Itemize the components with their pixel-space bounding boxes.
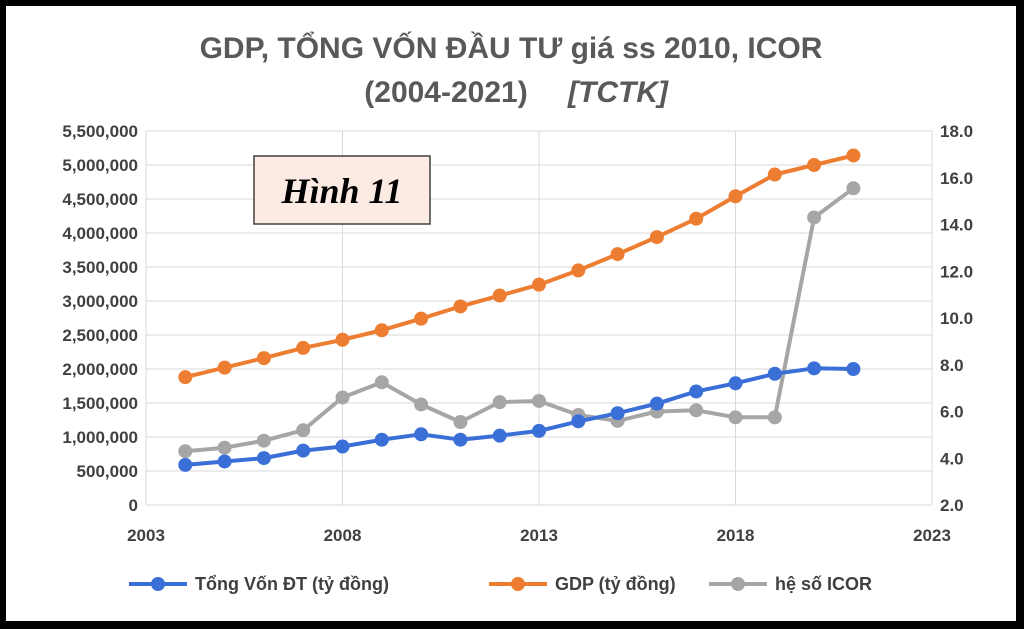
data-point — [728, 410, 743, 425]
chart-title-source: [TCTK] — [567, 76, 669, 109]
data-point — [335, 332, 350, 347]
data-point — [335, 439, 350, 454]
right-axis-tick-label: 2.0 — [940, 496, 964, 515]
data-point — [807, 210, 822, 225]
data-point — [571, 414, 586, 429]
data-point — [296, 443, 311, 458]
data-point — [414, 311, 429, 326]
legend-label: GDP (tỷ đồng) — [555, 574, 676, 594]
left-axis-tick-label: 3,000,000 — [62, 292, 138, 311]
data-point — [846, 181, 861, 196]
left-axis-tick-label: 0 — [129, 496, 138, 515]
left-axis-tick-label: 5,500,000 — [62, 122, 138, 141]
annotation-label: Hình 11 — [280, 171, 402, 211]
data-point — [807, 158, 822, 172]
legend: Tổng Vốn ĐT (tỷ đồng) GDP (tỷ đồng) hệ số … — [129, 574, 872, 594]
data-point — [649, 230, 664, 245]
chart-title-line1: GDP, TỔNG VỐN ĐẦU TƯ giá ss 2010, ICOR — [200, 31, 823, 65]
series-layer — [178, 148, 861, 472]
left-axis-tick-label: 5,000,000 — [62, 156, 138, 175]
data-point — [178, 444, 193, 459]
left-axis-ticks: 0 500,000 1,000,000 1,500,000 2,000,000 2,500… — [62, 122, 138, 515]
left-axis-tick-label: 3,500,000 — [62, 258, 138, 277]
annotation-box: Hình 11 — [253, 155, 431, 225]
data-point — [689, 403, 704, 418]
data-point — [610, 406, 625, 421]
x-axis-tick-label: 2013 — [520, 526, 558, 545]
chart-title-line2: (2004-2021) — [364, 76, 527, 109]
x-axis-tick-label: 2018 — [717, 526, 755, 545]
right-axis-tick-label: 4.0 — [940, 449, 964, 468]
data-point — [767, 366, 782, 381]
legend-marker — [511, 577, 525, 591]
data-point — [649, 396, 664, 411]
right-axis-tick-label: 10.0 — [940, 309, 973, 328]
data-point — [689, 384, 704, 399]
data-point — [414, 397, 429, 412]
data-point — [256, 433, 271, 448]
data-point — [610, 247, 625, 262]
x-axis-tick-label: 2003 — [127, 526, 165, 545]
right-axis-tick-label: 16.0 — [940, 169, 973, 188]
data-point — [728, 376, 743, 391]
data-point — [846, 362, 861, 376]
legend-marker — [151, 577, 165, 591]
data-point — [571, 263, 586, 278]
right-axis-tick-label: 14.0 — [940, 216, 973, 235]
data-point — [217, 360, 232, 375]
data-point — [532, 277, 546, 292]
left-axis-tick-label: 1,500,000 — [62, 394, 138, 413]
data-point — [767, 167, 782, 182]
right-axis-tick-label: 8.0 — [940, 356, 964, 375]
data-point — [492, 288, 507, 303]
data-point — [178, 457, 193, 472]
data-point — [532, 423, 546, 438]
left-axis-tick-label: 4,000,000 — [62, 224, 138, 243]
data-point — [492, 395, 507, 410]
right-axis-tick-label: 12.0 — [940, 262, 973, 281]
legend-marker — [731, 577, 745, 591]
data-point — [178, 370, 193, 385]
data-point — [256, 351, 271, 366]
x-axis-tick-label: 2008 — [324, 526, 362, 545]
left-axis-tick-label: 2,500,000 — [62, 326, 138, 345]
data-point — [846, 148, 861, 163]
data-point — [374, 432, 389, 447]
x-axis-tick-label: 2023 — [913, 526, 951, 545]
data-point — [532, 393, 546, 408]
right-axis-tick-label: 6.0 — [940, 403, 964, 422]
data-point — [414, 427, 429, 442]
data-point — [807, 361, 822, 376]
left-axis-tick-label: 1,000,000 — [62, 428, 138, 447]
data-point — [728, 189, 743, 204]
left-axis-tick-label: 4,500,000 — [62, 190, 138, 209]
left-axis-tick-label: 500,000 — [77, 462, 138, 481]
data-point — [217, 440, 232, 455]
data-point — [374, 375, 389, 390]
data-point — [296, 340, 311, 355]
data-point — [256, 451, 271, 466]
chart-frame: GDP, TỔNG VỐN ĐẦU TƯ giá ss 2010, ICOR (… — [6, 6, 1016, 621]
data-point — [217, 454, 232, 469]
data-point — [453, 299, 468, 314]
legend-label: Tổng Vốn ĐT (tỷ đồng) — [195, 574, 389, 594]
chart-svg: GDP, TỔNG VỐN ĐẦU TƯ giá ss 2010, ICOR (… — [62, 31, 973, 594]
data-point — [767, 410, 782, 425]
data-point — [296, 423, 311, 438]
x-axis-ticks: 2003 2008 2013 2018 2023 — [127, 526, 951, 545]
legend-label: hệ số ICOR — [775, 574, 872, 594]
series-line — [185, 186, 855, 454]
data-point — [335, 390, 350, 405]
left-axis-tick-label: 2,000,000 — [62, 360, 138, 379]
right-axis-tick-label: 18.0 — [940, 122, 973, 141]
data-point — [492, 428, 507, 443]
data-point — [374, 323, 389, 338]
data-point — [453, 415, 468, 430]
data-point — [689, 211, 704, 226]
right-axis-ticks: 2.0 4.0 6.0 8.0 10.0 12.0 14.0 16.0 18.0 — [940, 122, 973, 515]
data-point — [453, 432, 468, 447]
